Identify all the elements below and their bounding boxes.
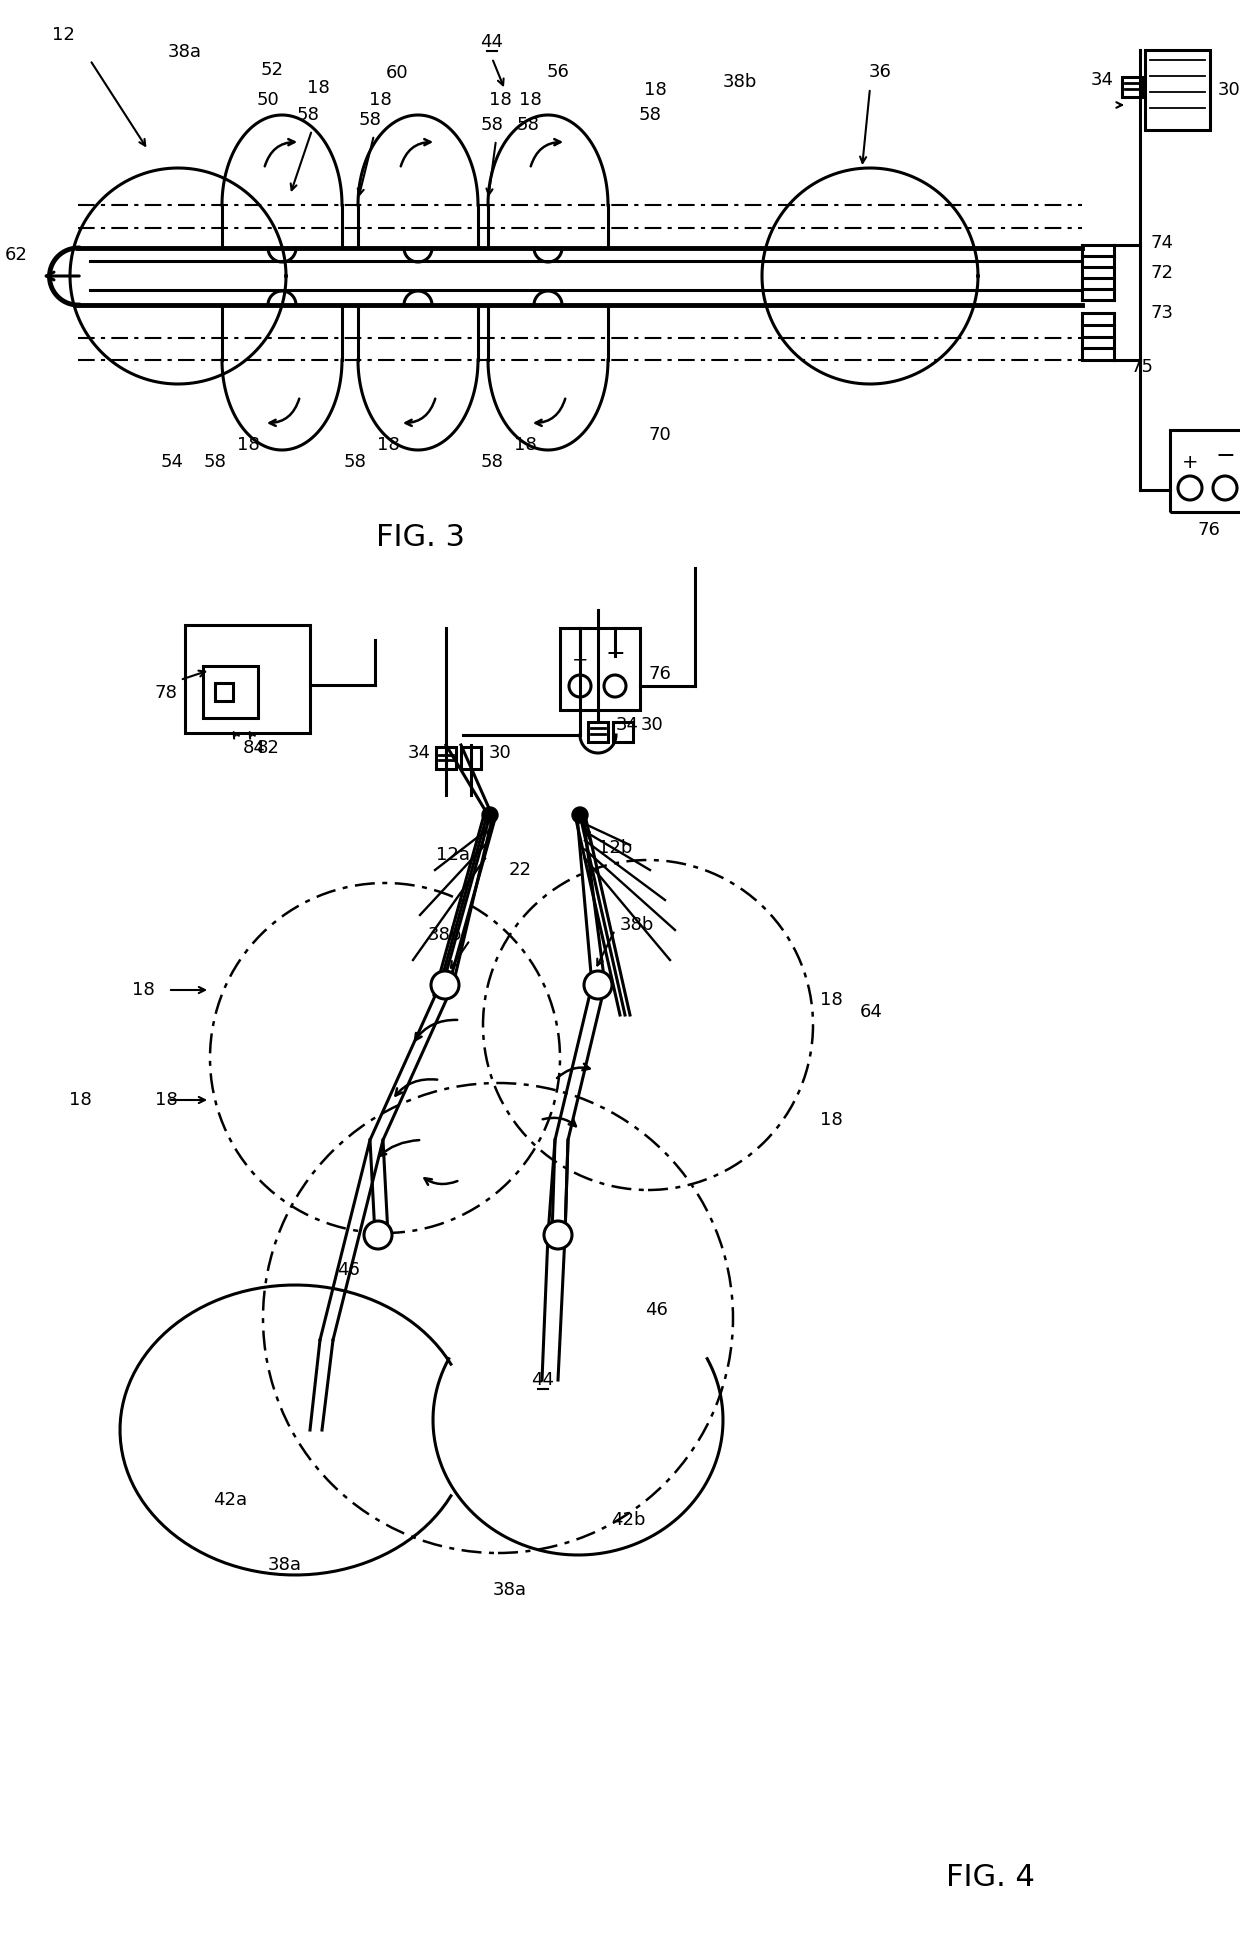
Text: 52: 52 [260,60,284,79]
Text: 72: 72 [1149,263,1173,283]
Text: 18: 18 [237,436,259,453]
Text: 12: 12 [52,25,74,45]
Text: 18: 18 [820,992,843,1009]
Text: 60: 60 [386,64,408,81]
Text: 44: 44 [532,1371,554,1389]
Text: 58: 58 [481,453,503,471]
Text: 18: 18 [155,1091,177,1110]
Text: 18: 18 [518,91,542,108]
Text: −: − [1215,444,1235,469]
Text: 12a: 12a [436,846,470,864]
Text: 34: 34 [616,717,639,734]
Text: 78: 78 [154,684,177,701]
Circle shape [584,970,613,999]
Text: 18: 18 [377,436,399,453]
Text: 54: 54 [160,453,184,471]
Text: 46: 46 [337,1261,360,1278]
Text: FIG. 4: FIG. 4 [946,1863,1034,1892]
Text: 18: 18 [820,1112,843,1129]
Circle shape [365,1220,392,1249]
Text: 58: 58 [296,107,320,124]
Text: 38b: 38b [428,926,463,943]
Text: 62: 62 [5,246,29,263]
Text: 34: 34 [408,744,432,761]
Text: 38a: 38a [167,43,202,60]
Text: 18: 18 [489,91,511,108]
Text: 42b: 42b [611,1511,645,1528]
Text: 18: 18 [644,81,666,99]
Text: 18: 18 [306,79,330,97]
Circle shape [544,1220,572,1249]
Text: 12b: 12b [598,839,632,856]
Text: 75: 75 [1130,358,1153,376]
Text: 70: 70 [649,426,671,444]
Bar [1171,430,1240,511]
Text: 56: 56 [547,64,569,81]
Text: 58: 58 [481,116,503,134]
Text: 58: 58 [358,110,382,130]
Circle shape [432,970,459,999]
Bar [461,748,481,769]
Text: 58: 58 [343,453,367,471]
Text: 36: 36 [868,64,892,81]
Text: −: − [605,641,625,666]
Text: 30: 30 [641,717,663,734]
Text: 58: 58 [517,116,539,134]
Text: 30: 30 [1218,81,1240,99]
Text: 38b: 38b [723,74,758,91]
Text: 84: 84 [243,740,265,757]
Bar [185,626,310,732]
Text: 76: 76 [649,664,671,684]
Bar [436,748,456,769]
Circle shape [572,808,588,823]
Bar [588,723,608,742]
Text: 18: 18 [513,436,537,453]
Bar [1122,77,1142,97]
Text: +: + [1182,453,1198,471]
Text: 58: 58 [639,107,661,124]
Bar [1145,50,1210,130]
Text: 82: 82 [257,740,280,757]
Bar [215,684,233,701]
Text: 42a: 42a [213,1491,247,1509]
Text: 18: 18 [133,980,155,999]
Text: 38a: 38a [268,1555,303,1575]
Text: FIG. 3: FIG. 3 [376,523,465,552]
Text: 22: 22 [508,862,532,879]
Text: +: + [572,651,588,670]
Text: 58: 58 [203,453,227,471]
Text: 38a: 38a [494,1581,527,1600]
Bar [203,666,258,719]
Text: 34: 34 [1091,72,1114,89]
Text: 38b: 38b [620,916,655,934]
Text: 18: 18 [68,1091,92,1110]
Text: 64: 64 [861,1003,883,1021]
Text: 46: 46 [645,1302,668,1319]
Text: 18: 18 [368,91,392,108]
Text: 50: 50 [257,91,279,108]
Text: 76: 76 [1198,521,1220,538]
Bar [560,628,640,711]
Text: 44: 44 [481,33,503,50]
Bar [613,723,632,742]
Text: 73: 73 [1149,304,1173,322]
Circle shape [482,808,498,823]
Text: 74: 74 [1149,234,1173,252]
Text: 30: 30 [489,744,512,761]
